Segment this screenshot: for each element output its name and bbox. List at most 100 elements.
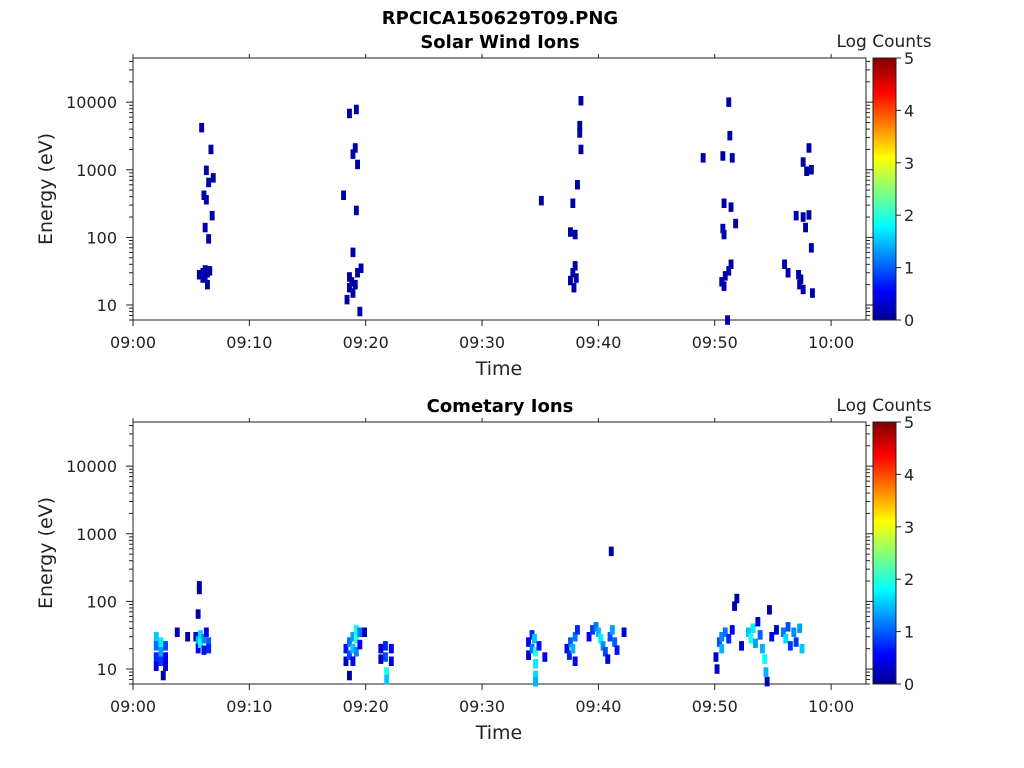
data-cell [600,641,606,651]
data-cell [748,634,754,644]
data-cell [596,627,601,637]
data-cell [785,268,791,278]
data-cell [153,652,159,662]
data-cell [568,227,573,237]
y-axis: 10 100 1000 10000 [66,60,873,321]
data-cell [577,128,583,138]
panel-title: Cometary Ions [427,396,574,417]
data-cell [726,634,732,644]
data-cell [196,581,202,591]
data-cell [785,622,791,632]
data-cell [570,268,576,278]
colorbar-tick-label: 4 [904,101,914,120]
plot-area [132,421,867,685]
colorbar-label: Log Counts [836,32,931,52]
data-cell [201,634,207,644]
data-cell [782,259,787,269]
data-cell [798,274,804,284]
data-cell [153,661,159,671]
data-cell [719,643,725,654]
data-cell [378,654,384,664]
y-tick-label: 10000 [66,457,117,476]
data-cell [568,275,573,286]
data-cell [357,306,363,317]
colorbar-tick-label: 3 [904,518,914,537]
data-cell [526,637,531,647]
data-cell [575,180,580,190]
data-cell [206,643,212,654]
x-tick-label: 09:30 [459,697,505,716]
y-tick-label: 100 [86,592,117,611]
data-cell [722,627,728,637]
data-cell [612,637,618,647]
data-cell [201,645,207,655]
data-cell [195,643,201,654]
y-tick-label: 1000 [76,525,117,544]
data-cell [210,173,216,183]
data-cell [725,315,730,325]
data-cell [203,165,209,176]
data-layer [153,546,805,687]
data-cell [536,641,542,651]
data-cell [203,627,209,637]
data-cell [586,632,592,642]
data-cell [572,656,578,666]
data-cell [590,625,595,635]
data-cell [727,130,733,141]
x-tick-label: 10:00 [808,697,854,716]
data-cell [349,277,355,287]
colorbar [872,57,897,321]
data-cell [352,143,358,153]
x-tick-label: 09:00 [110,333,156,352]
data-cell [202,222,208,233]
data-cell [384,674,390,685]
data-cell [566,650,572,660]
data-cell [350,643,356,654]
data-cell [185,632,191,642]
data-cell [729,625,735,635]
colorbar-label: Log Counts [836,396,931,416]
y-tick-label: 100 [86,228,117,247]
data-cell [577,120,583,131]
data-cell [787,641,793,651]
colorbar-tick-label: 0 [904,311,914,330]
data-cell [158,656,164,666]
data-cell [542,652,548,662]
data-cell [538,195,544,206]
data-cell [713,652,719,662]
data-cell [347,637,352,647]
data-cell [729,153,735,163]
data-cell [206,637,212,647]
data-cell [196,270,202,280]
data-cell [570,198,576,208]
data-cell [355,268,360,278]
data-cell [357,639,363,650]
data-cell [163,641,168,651]
data-cell [614,645,620,655]
colorbar [872,421,897,685]
x-tick-label: 09:10 [226,697,272,716]
data-cell [607,632,613,642]
colorbar-tick-label: 1 [904,623,914,642]
data-cell [347,650,352,660]
data-cell [593,622,599,632]
data-cell [750,623,756,633]
data-cell [721,198,727,208]
data-cell [160,670,166,681]
x-tick-label: 10:00 [808,333,854,352]
colorbar-tick-label: 2 [904,570,914,589]
data-cell [158,647,164,657]
data-cell [347,108,352,119]
data-cell [350,656,356,666]
data-cell [174,627,180,637]
x-axis: 09:00 09:10 09:20 09:30 09:40 09:50 10:00 [110,54,854,352]
data-cell [347,670,352,681]
data-cell [797,623,803,633]
data-cell [804,166,810,176]
data-cell [198,638,203,648]
data-cell [343,656,349,666]
data-cell [350,288,356,298]
data-cell [388,656,394,666]
data-cell [728,259,734,269]
